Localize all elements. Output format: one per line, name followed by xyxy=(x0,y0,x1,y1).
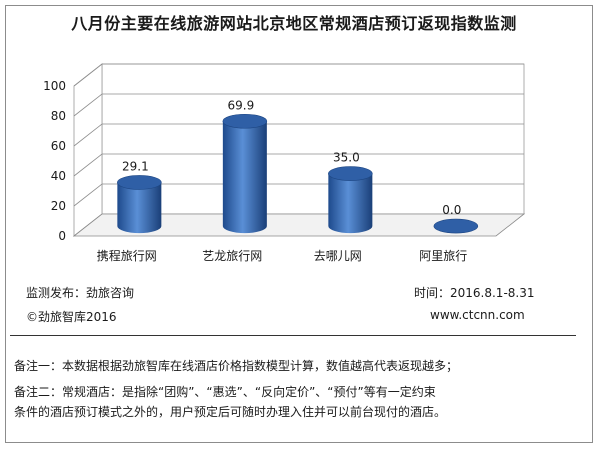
x-tick-label: 去哪儿网 xyxy=(314,249,362,263)
y-tick-label: 20 xyxy=(51,199,66,213)
bar-top xyxy=(433,218,479,234)
period-text: 时间：2016.8.1-8.31 xyxy=(414,286,535,300)
bar-chart: 0 20 40 60 80 100 29.1 69.9 35.0 0.0 携程旅行网 艺龙旅行网 去… xyxy=(43,63,526,263)
bar-top xyxy=(328,166,373,181)
y-tick-label: 60 xyxy=(51,139,66,153)
copyright-text: ©劲旅智库2016 xyxy=(26,310,117,324)
value-label: 35.0 xyxy=(333,151,360,165)
bar-top xyxy=(222,113,268,129)
y-tick-label: 80 xyxy=(51,109,66,123)
gridline xyxy=(73,183,524,207)
note-2: 备注二：常规酒店：是指除“团购”、“惠选”、“反向定价”、“预付”等有一定约束 xyxy=(14,385,436,399)
value-label: 0.0 xyxy=(442,203,461,217)
website-text: www.ctcnn.com xyxy=(430,308,525,322)
y-axis-ticks: 0 20 40 60 80 100 xyxy=(43,79,66,243)
y-tick-label: 40 xyxy=(51,169,66,183)
bar-body xyxy=(117,182,162,234)
side-wall xyxy=(73,63,103,237)
bar xyxy=(117,175,162,234)
floor xyxy=(72,213,526,237)
x-tick-label: 携程旅行网 xyxy=(97,248,157,263)
x-tick-label: 阿里旅行 xyxy=(419,249,467,263)
source-text: 监测发布：劲旅咨询 xyxy=(26,286,135,300)
gridline xyxy=(73,63,524,87)
y-tick-label: 100 xyxy=(43,79,66,93)
divider xyxy=(10,335,576,336)
back-wall xyxy=(101,63,525,215)
value-label: 69.9 xyxy=(227,98,254,112)
gridline xyxy=(73,153,524,177)
y-tick-label: 0 xyxy=(58,229,66,243)
gridlines xyxy=(73,63,524,207)
bars xyxy=(117,113,479,234)
x-tick-label: 艺龙旅行网 xyxy=(202,249,262,263)
note-1: 备注一：本数据根据劲旅智库在线酒店价格指数模型计算，数值越高代表返现越多； xyxy=(14,359,459,373)
gridline xyxy=(73,123,524,147)
bar xyxy=(433,218,479,234)
bar-top xyxy=(117,175,162,190)
x-axis-labels: 携程旅行网 艺龙旅行网 去哪儿网 阿里旅行 xyxy=(97,248,468,263)
value-label: 29.1 xyxy=(122,159,149,173)
chart-title: 八月份主要在线旅游网站北京地区常规酒店预订返现指数监测 xyxy=(71,14,517,33)
plot-walls xyxy=(72,63,526,237)
gridline xyxy=(73,93,524,117)
note-3: 条件的酒店预订模式之外的，用户预定后可随时办理入住并可以前台现付的酒店。 xyxy=(14,405,447,419)
bar xyxy=(328,166,373,234)
bar-body xyxy=(222,121,267,234)
bar-body xyxy=(328,173,373,234)
bar xyxy=(222,113,268,234)
value-labels: 29.1 69.9 35.0 0.0 xyxy=(122,98,461,217)
